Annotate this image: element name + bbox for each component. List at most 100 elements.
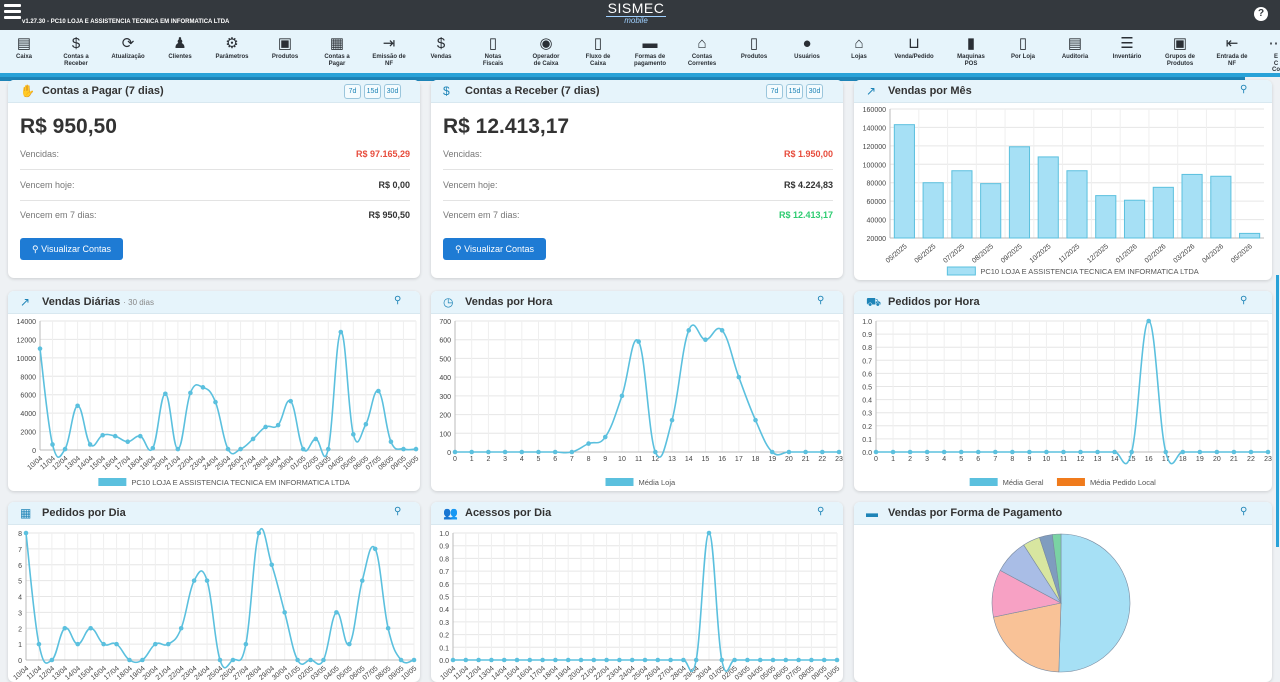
y-tick-label: 120000 [863,144,886,151]
range-7d-button[interactable]: 7d [766,84,783,99]
toolbar-item-18[interactable]: ▮Maquinas POS [957,34,985,67]
toolbar-item-20[interactable]: ▤Auditoria [1062,34,1088,61]
x-tick-label: 19 [1196,456,1204,463]
toolbar-item-24[interactable]: ⋯E C Co [1269,34,1280,74]
x-tick-label: 22 [818,456,826,463]
y-tick-label: 0 [32,448,36,455]
data-point [469,450,474,455]
range-30d-button[interactable]: 30d [806,84,823,99]
toolbar-item-5[interactable]: ▣Produtos [272,34,298,61]
line-chart-icon: ↗ [20,295,30,309]
toolbar-item-7[interactable]: ⇥Emissão de NF [372,34,405,67]
zoom-search-icon[interactable]: ⚲ [817,506,824,517]
data-point [451,658,456,663]
range-30d-button[interactable]: 30d [384,84,401,99]
x-tick-label: 0 [453,456,457,463]
toolbar-item-12[interactable]: ▬Formas de pagamento [634,34,666,67]
x-tick-label: 18 [1179,456,1187,463]
toolbar-item-8[interactable]: $Vendas [430,34,451,61]
legend-label: Média Geral [1003,478,1044,487]
x-tick-label: 19 [768,456,776,463]
file-icon: ▯ [586,34,611,54]
data-point [218,658,223,663]
toolbar-item-17[interactable]: ⊔Venda/Pedido [894,34,933,61]
zoom-search-icon[interactable]: ⚲ [817,295,824,306]
x-tick-label: 6 [553,456,557,463]
toolbar-item-1[interactable]: $Contas a Receber [63,34,88,67]
toolbar-item-21[interactable]: ☰Inventário [1113,34,1142,61]
data-point [373,547,378,552]
toolbar-item-label: Maquinas POS [957,54,985,67]
data-point [205,578,210,583]
range-15d-button[interactable]: 15d [786,84,803,99]
toolbar-item-label: Inventário [1113,54,1142,61]
data-point [334,610,339,615]
data-point [566,658,571,663]
button-label: Visualizar Contas [464,244,534,254]
toolbar-item-2[interactable]: ⟳Atualização [111,34,144,61]
toolbar-item-16[interactable]: ⌂Lojas [851,34,867,61]
toolbar-item-15[interactable]: ●Usuários [794,34,820,61]
y-tick-label: 4000 [20,411,36,418]
toolbar-item-label: Produtos [272,54,298,61]
view-accounts-button[interactable]: ⚲ Visualizar Contas [20,238,123,260]
bar [1124,200,1144,238]
toolbar-item-label: Venda/Pedido [894,54,933,61]
data-point [707,531,712,536]
x-tick-label: 20 [785,456,793,463]
zoom-search-icon[interactable]: ⚲ [1240,506,1247,517]
help-icon[interactable]: ? [1254,7,1268,21]
x-tick-label: 8 [587,456,591,463]
data-point [308,658,313,663]
card-header: ↗ Vendas por Mês ⚲ [854,80,1272,103]
toolbar-item-6[interactable]: ▦Contas a Pagar [324,34,349,67]
page-scrollbar[interactable] [1276,275,1279,547]
toolbar-item-14[interactable]: ▯Produtos [741,34,767,61]
data-point [75,403,80,408]
zoom-search-icon[interactable]: ⚲ [1240,84,1247,95]
refresh-icon: ⟳ [111,34,144,54]
zoom-search-icon[interactable]: ⚲ [1240,295,1247,306]
data-point [540,658,545,663]
range-7d-button[interactable]: 7d [344,84,361,99]
toolbar-item-23[interactable]: ⇤Entrada de NF [1216,34,1247,67]
toolbar-item-3[interactable]: ♟Clientes [168,34,191,61]
toolbar-item-13[interactable]: ⌂Contas Correntes [688,34,716,67]
toolbar-item-4[interactable]: ⚙Parâmetros [215,34,248,61]
y-tick-label: 0.6 [862,371,872,378]
data-point [603,435,608,440]
view-accounts-button[interactable]: ⚲ Visualizar Contas [443,238,546,260]
range-15d-button[interactable]: 15d [364,84,381,99]
toolbar-item-label: Fluxo de Caixa [586,54,611,67]
x-tick-label: 10 [618,456,626,463]
toolbar-item-22[interactable]: ▣Grupos de Produtos [1165,34,1195,67]
data-point [874,450,879,455]
legend-swatch [1057,478,1085,486]
x-tick-label: 10 [1043,456,1051,463]
toolbar-item-11[interactable]: ▯Fluxo de Caixa [586,34,611,67]
toolbar-item-9[interactable]: ▯Notas Fiscais [483,34,503,67]
toolbar-item-0[interactable]: ▤Caixa [16,34,32,61]
toolbar-item-19[interactable]: ▯Por Loja [1011,34,1035,61]
toolbar-item-label: Parâmetros [215,54,248,61]
x-tick-label: 13 [1094,456,1102,463]
pos-machine-icon: ▮ [957,34,985,54]
zoom-search-icon[interactable]: ⚲ [394,295,401,306]
y-tick-label: 6000 [20,393,36,400]
more-icon: ⋯ [1269,34,1280,54]
hamburger-menu-icon[interactable] [4,3,21,20]
x-tick-label: 4 [942,456,946,463]
zoom-search-icon[interactable]: ⚲ [394,506,401,517]
data-point [364,422,369,427]
y-tick-label: 400 [439,375,451,382]
data-point [809,658,814,663]
y-tick-label: 0.8 [862,345,872,352]
x-tick-label: 5 [537,456,541,463]
store-icon: ⌂ [851,34,867,54]
y-tick-label: 0.4 [439,607,449,614]
data-point [140,658,145,663]
toolbar-item-10[interactable]: ◉Operador de Caixa [532,34,559,67]
y-tick-label: 1.0 [862,319,872,326]
card-header: ✋ Contas a Pagar (7 dias) 7d 15d 30d [8,80,420,103]
app-logo: SISMEC mobile [600,1,672,25]
